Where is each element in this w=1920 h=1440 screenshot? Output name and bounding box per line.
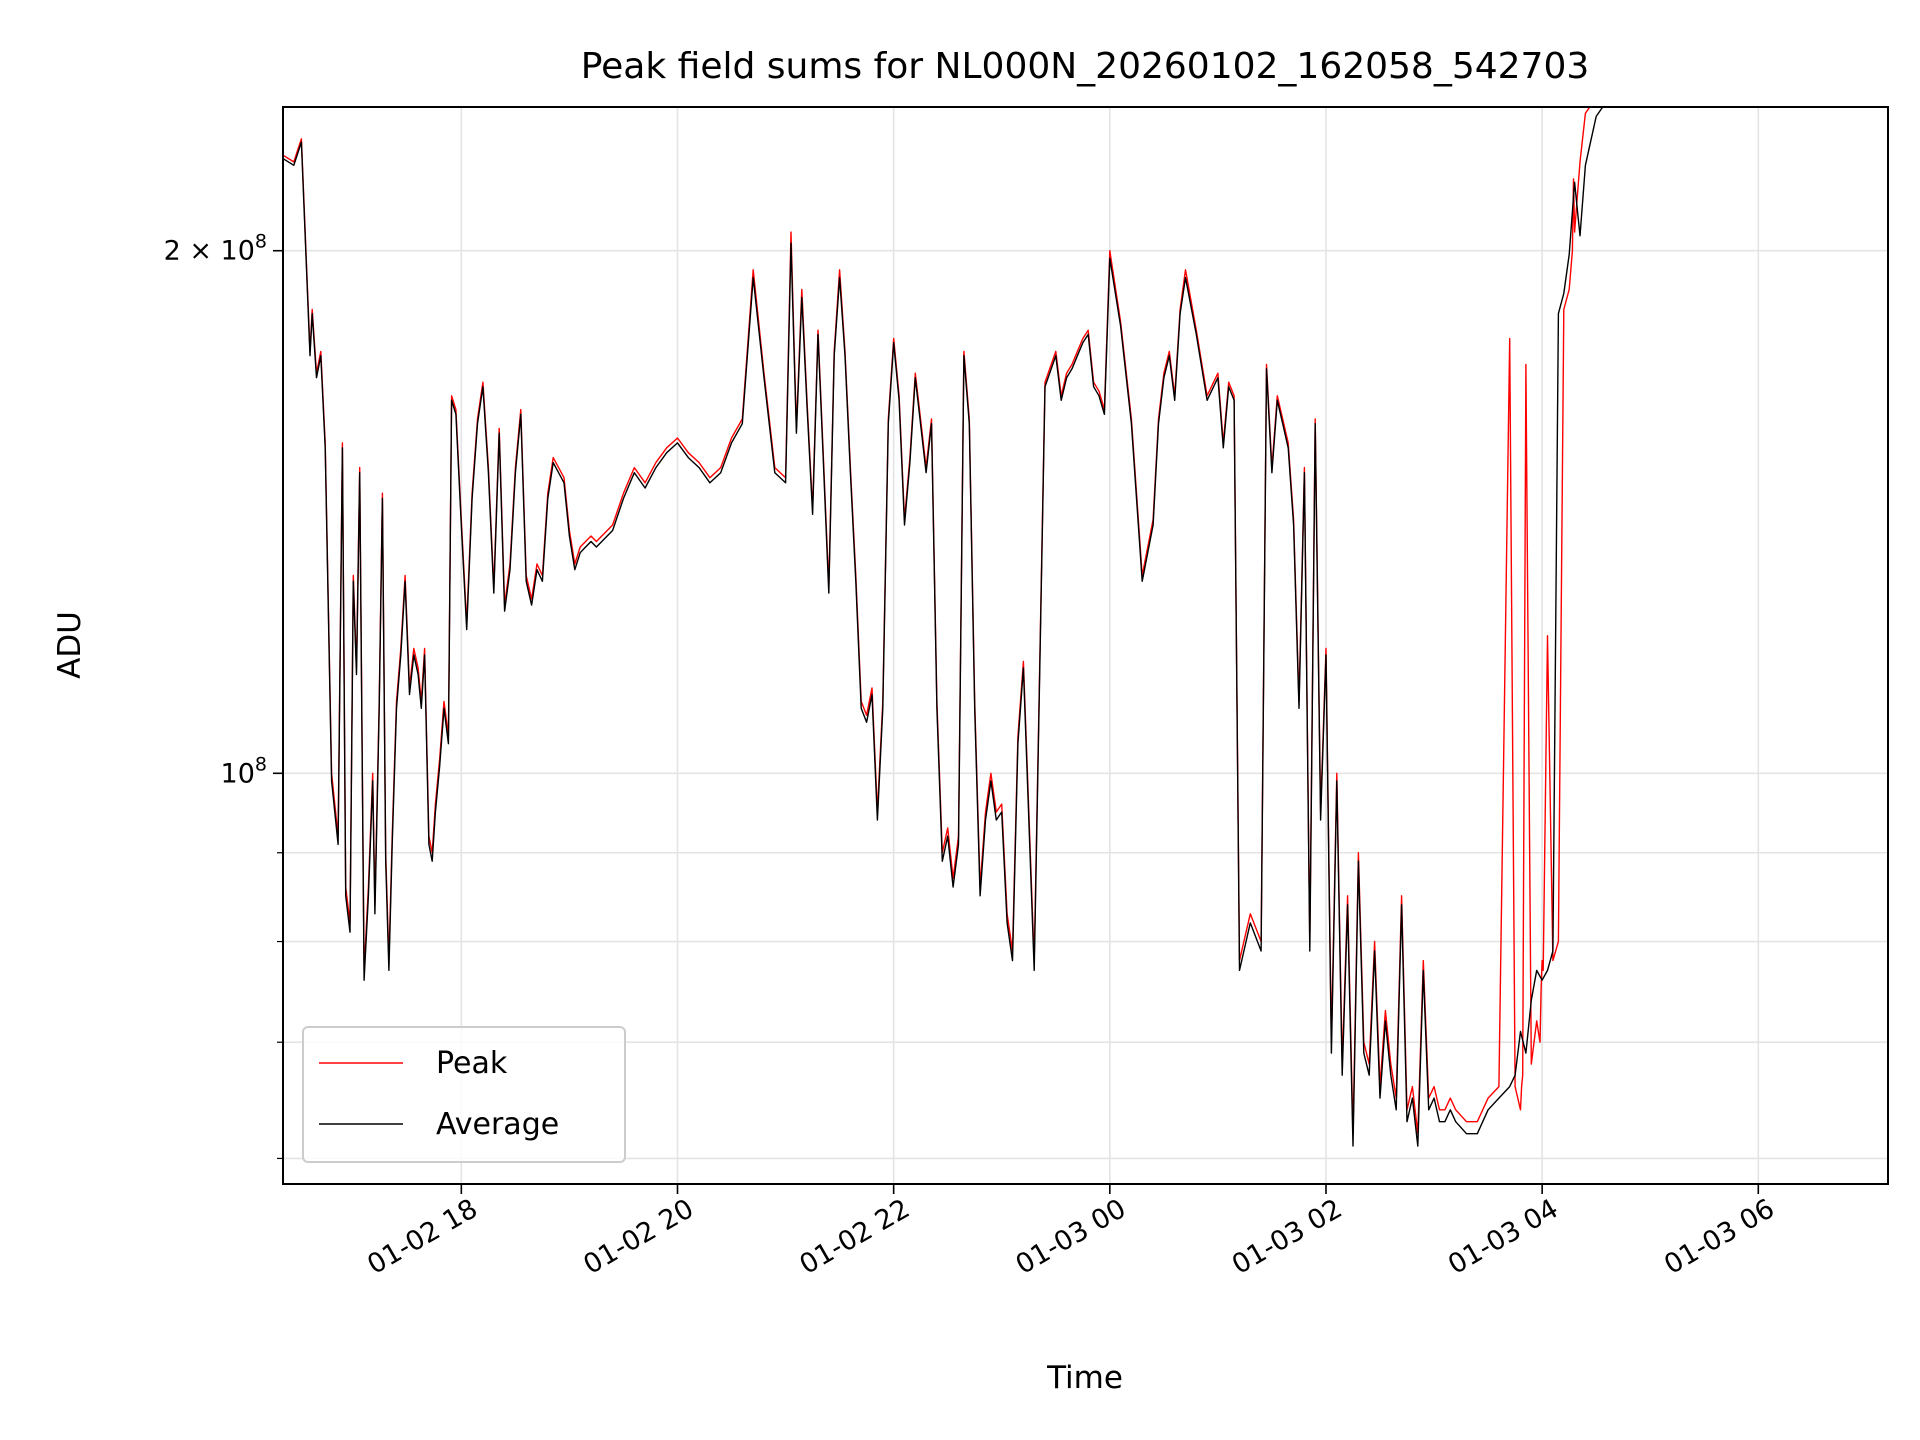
grid [283, 107, 1888, 1184]
series-line-average [283, 107, 1604, 1147]
y-tick-label: 108 [221, 753, 267, 789]
legend-box [302, 1026, 626, 1163]
legend-label-average: Average [436, 1107, 559, 1142]
series-layer [283, 107, 1604, 1147]
plot-frame [282, 106, 1889, 1185]
legend: Peak Average [302, 1026, 626, 1163]
x-axis-label: Time [1046, 1360, 1123, 1396]
chart-title: Peak field sums for NL000N_20260102_1620… [581, 46, 1590, 87]
legend-label-peak: Peak [436, 1046, 508, 1081]
y-tick-label: 2 × 108 [164, 231, 267, 267]
y-axis-label: ADU [52, 611, 88, 679]
